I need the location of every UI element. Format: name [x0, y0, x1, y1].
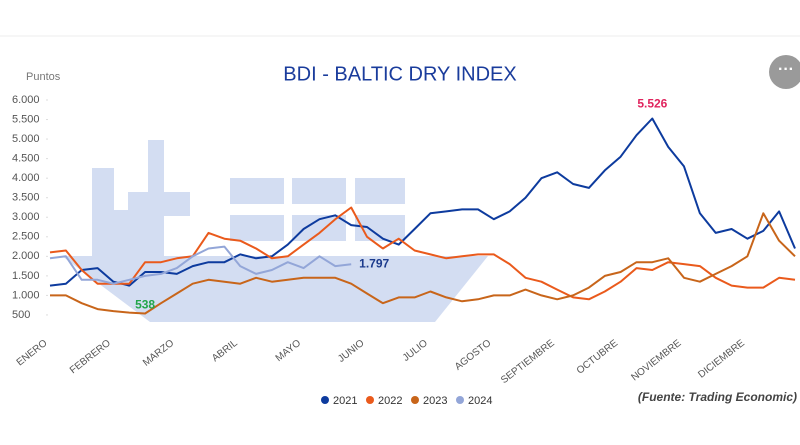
y-tick-label: 1.500 [12, 270, 40, 282]
chart-title: BDI - BALTIC DRY INDEX [283, 63, 516, 85]
y-tick-label: 1.000 [12, 289, 40, 301]
menu-dots: ··· [778, 61, 794, 78]
y-tick-label: 2.500 [12, 231, 40, 243]
legend-marker [456, 396, 464, 404]
legend-label: 2023 [423, 395, 447, 407]
data-label: 538 [135, 298, 155, 312]
legend-label: 2024 [468, 395, 492, 407]
source-note: (Fuente: Trading Economic) [638, 390, 797, 404]
menu-button[interactable] [769, 55, 800, 89]
y-tick-label: 3.000 [12, 211, 40, 223]
y-tick-label: 4.500 [12, 153, 40, 165]
y-tick-label: 5.500 [12, 113, 40, 125]
series-line [50, 212, 796, 315]
legend-marker [321, 396, 329, 404]
y-tick-label: 5.000 [12, 133, 40, 145]
data-label: 1.797 [359, 256, 389, 270]
legend-label: 2022 [378, 395, 402, 407]
y-tick-label: 6.000 [12, 94, 40, 106]
y-tick-label: 4.000 [12, 172, 40, 184]
legend-marker [411, 396, 419, 404]
series-line [49, 117, 796, 287]
legend-marker [366, 396, 374, 404]
legend-label: 2021 [333, 395, 357, 407]
series-line [49, 245, 352, 285]
y-tick-label: 2.000 [12, 250, 40, 262]
y-tick-label: 500 [12, 309, 30, 321]
data-label: 5.526 [637, 97, 667, 111]
y-tick-label: 3.500 [12, 192, 40, 204]
y-axis-label: Puntos [26, 71, 61, 83]
